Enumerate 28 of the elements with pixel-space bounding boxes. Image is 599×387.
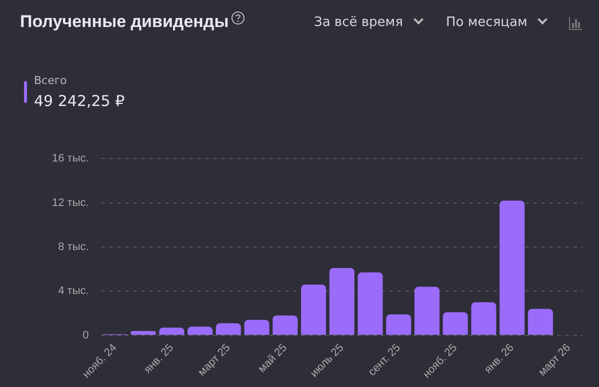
bar	[244, 320, 270, 335]
bar	[216, 323, 241, 335]
bar	[301, 284, 326, 335]
bar	[471, 302, 496, 335]
bar	[358, 272, 383, 335]
y-tick-label: 0	[82, 329, 89, 342]
bar	[414, 286, 440, 335]
x-tick-label: май 25	[256, 342, 290, 376]
y-tick-label: 16 тыс.	[52, 152, 89, 165]
bar	[528, 308, 553, 335]
bar	[500, 200, 525, 335]
bar	[386, 314, 412, 335]
bar	[130, 330, 156, 335]
text: 49 242,25 ₽	[34, 92, 125, 110]
text: По месяцам	[446, 15, 528, 30]
x-tick-label: янв. 26	[482, 342, 516, 376]
text: За всё время	[314, 15, 404, 30]
y-tick-label: 12 тыс.	[52, 196, 89, 209]
text: Всего	[34, 74, 67, 87]
bar	[329, 268, 354, 335]
bar	[188, 326, 213, 335]
bar	[159, 328, 184, 335]
bar	[442, 312, 468, 335]
y-tick-label: 8 тыс.	[58, 241, 89, 254]
chart-title: Полученные дивиденды	[20, 12, 229, 32]
x-tick-label: янв. 25	[142, 342, 176, 376]
bar	[272, 316, 298, 335]
y-tick-label: 4 тыс.	[58, 285, 89, 298]
